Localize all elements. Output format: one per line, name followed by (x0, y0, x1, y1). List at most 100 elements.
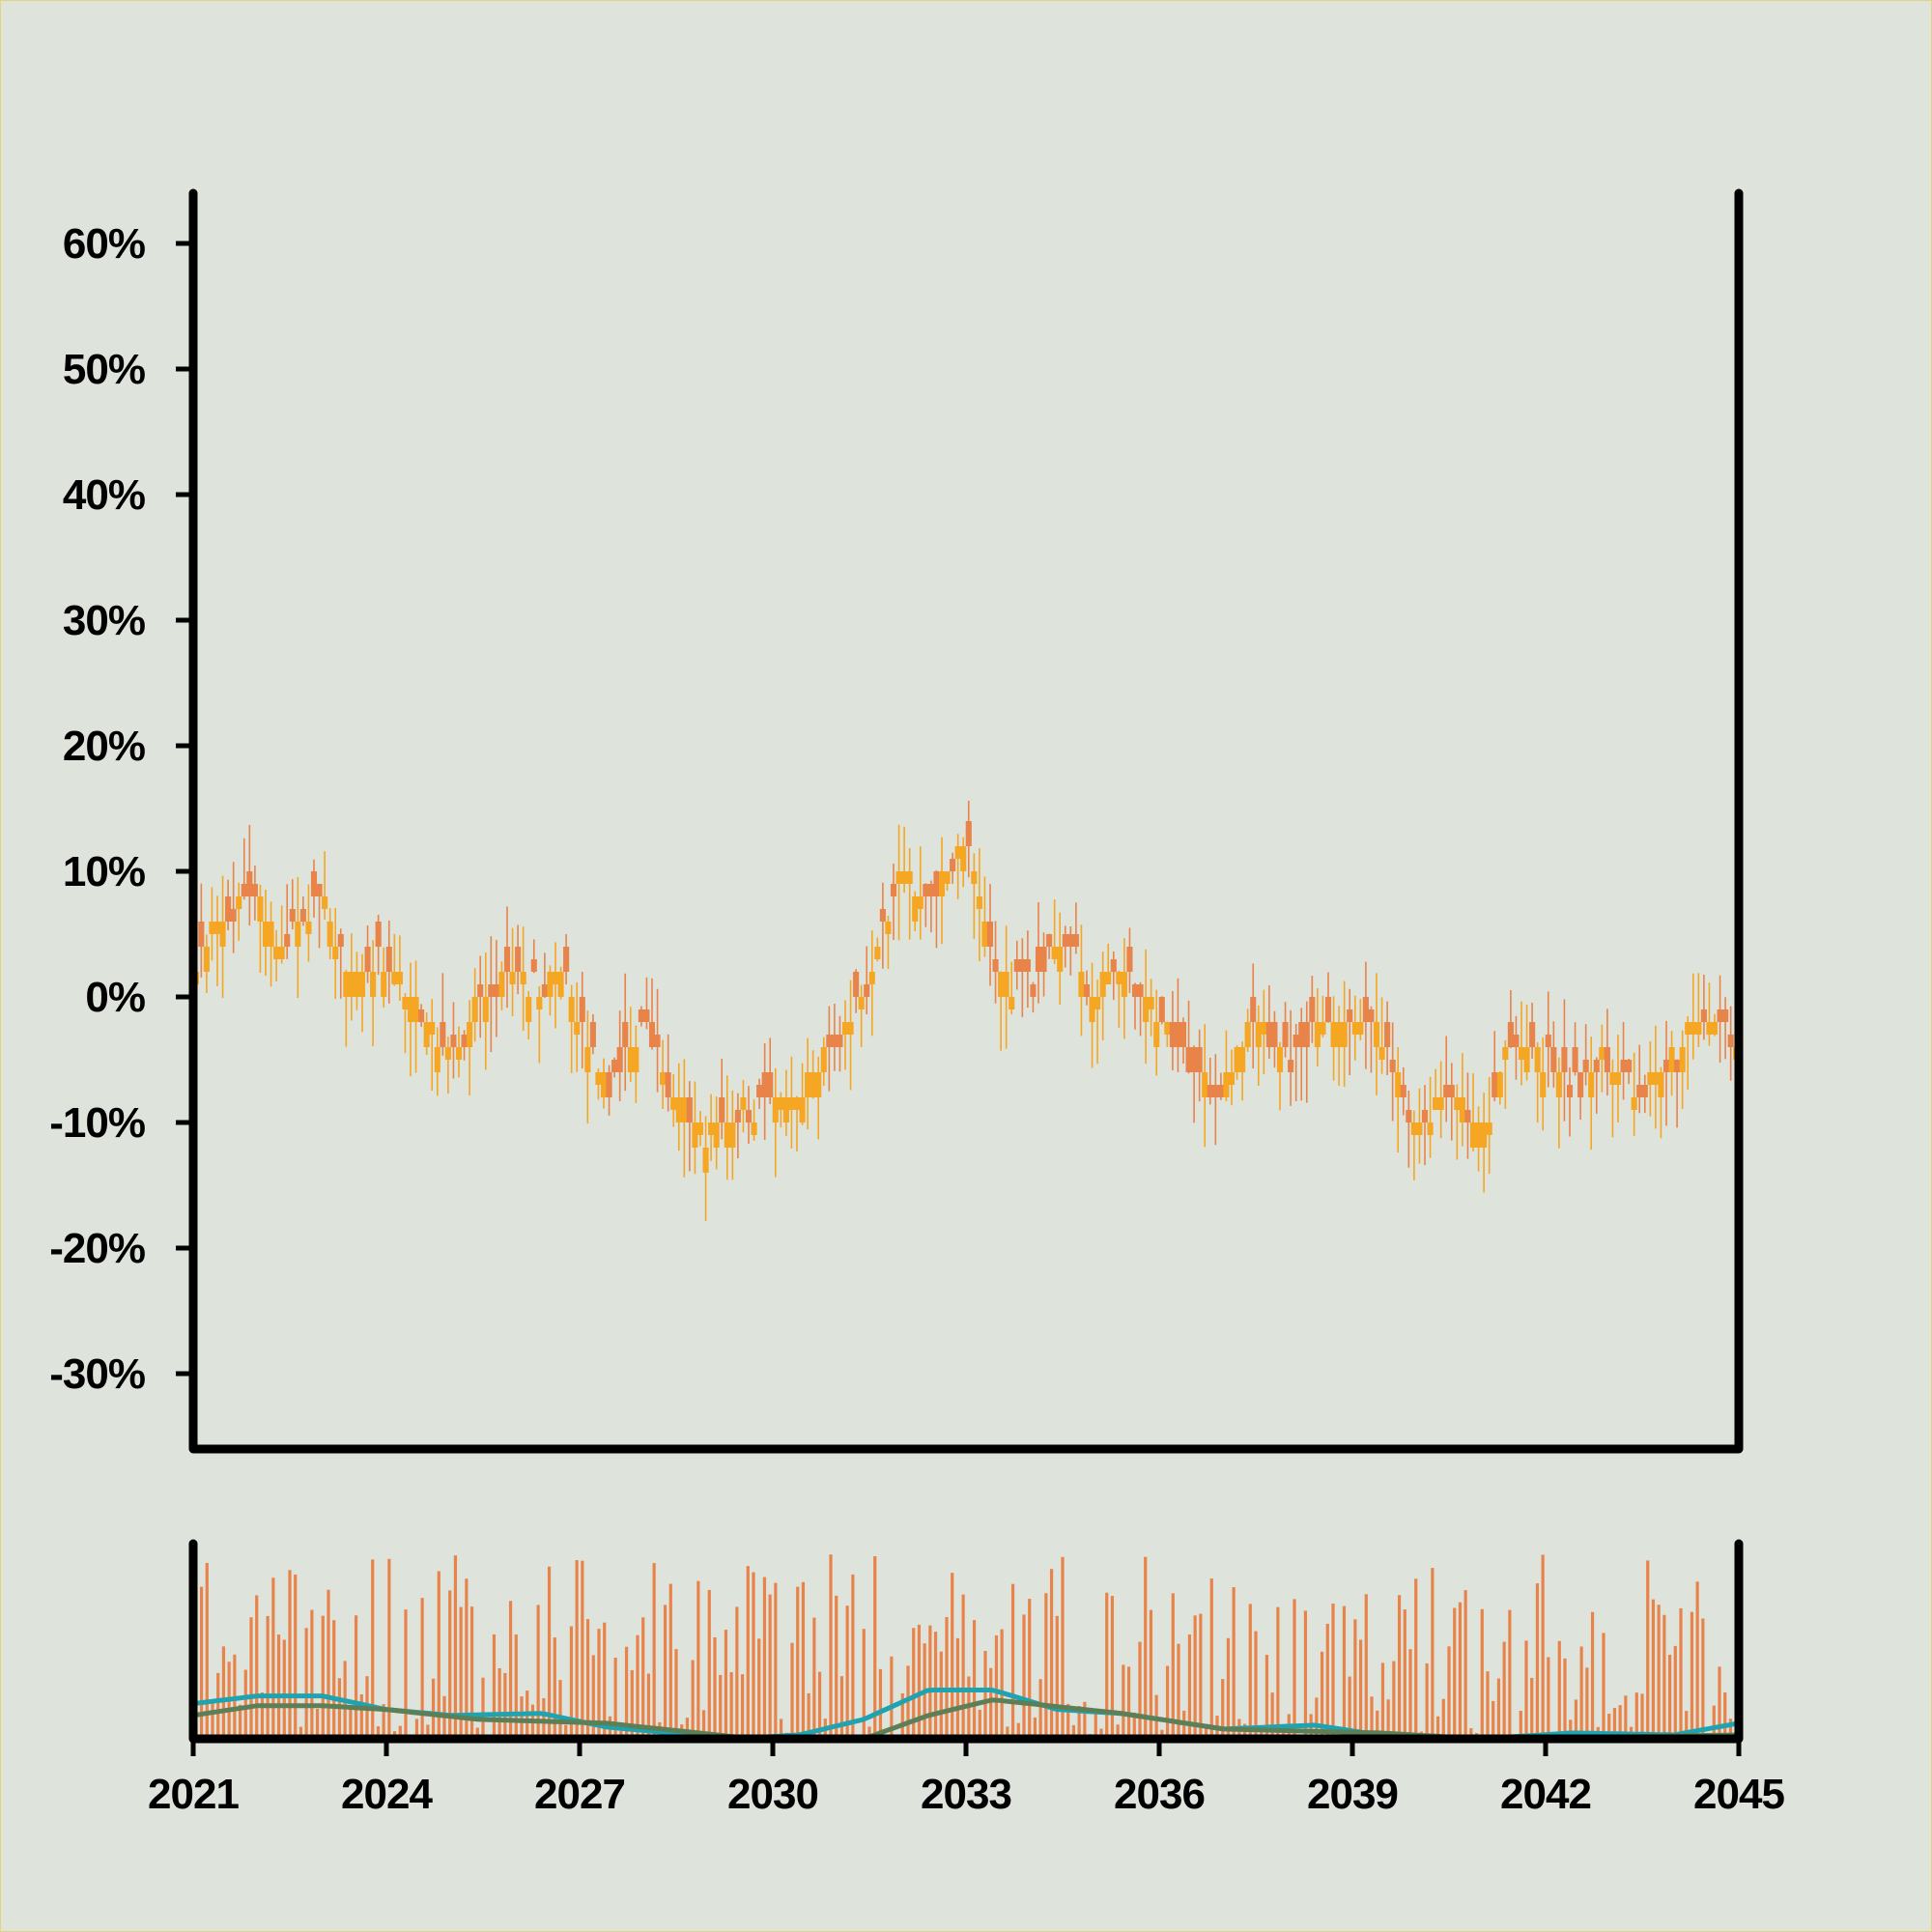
candle-body (1529, 1022, 1536, 1047)
volume-bar (1232, 1587, 1236, 1739)
volume-bar (508, 1601, 513, 1739)
candle-body (1314, 1022, 1321, 1047)
candlestick-series (192, 800, 1740, 1221)
volume-bar (465, 1578, 469, 1739)
volume-bar (1579, 1646, 1583, 1739)
candle-body (1368, 1009, 1375, 1022)
volume-bar (873, 1555, 877, 1739)
candle-body (1647, 1072, 1654, 1085)
candle-body (1496, 1072, 1503, 1097)
candle-body (927, 884, 934, 896)
candle-body (568, 997, 575, 1022)
volume-bar (481, 1677, 485, 1739)
volume-bar (359, 1693, 363, 1739)
volume-bar (978, 1709, 981, 1739)
volume-bar (1187, 1634, 1192, 1739)
candle-body (322, 896, 328, 909)
volume-bar (1569, 1719, 1573, 1739)
candle-body (895, 871, 902, 884)
candle-body (960, 846, 967, 871)
volume-bar (453, 1555, 458, 1739)
candle-body (467, 1022, 473, 1047)
candle-body (660, 1072, 667, 1085)
candle-body (734, 1110, 741, 1122)
volume-bar (1408, 1649, 1412, 1739)
candle-body (1540, 1072, 1547, 1097)
volume-bar (294, 1574, 298, 1739)
volume-bar (1044, 1593, 1048, 1739)
candle-body (890, 884, 897, 896)
candle-body (696, 1122, 704, 1135)
candle-body (1040, 947, 1047, 972)
volume-bar (520, 1696, 524, 1739)
price-axes-frame (188, 188, 1744, 1454)
volume-bar (1618, 1705, 1622, 1739)
candle-body (1217, 1085, 1224, 1097)
candle-body (1121, 972, 1127, 997)
candle-body (1604, 1047, 1610, 1072)
candle-body (1261, 1022, 1267, 1035)
candle-body (305, 922, 312, 934)
volume-bar (205, 1562, 209, 1739)
candle-body (1137, 984, 1144, 997)
candle-body (708, 1122, 715, 1135)
volume-bar (701, 1710, 706, 1739)
volume-bar (282, 1639, 286, 1739)
volume-bar (1016, 1722, 1020, 1739)
volume-bar (1447, 1646, 1451, 1739)
candle-body (1126, 947, 1133, 972)
volume-bar (641, 1617, 645, 1739)
candle-body (1175, 1022, 1181, 1047)
candle-body (1395, 1072, 1402, 1097)
candle-body (1185, 1047, 1192, 1072)
candle-body (1341, 1022, 1348, 1047)
candle-body (310, 871, 318, 896)
candle-body (810, 1072, 816, 1097)
volume-bar (839, 1676, 844, 1739)
volume-bar (1055, 1615, 1059, 1739)
volume-bar (1353, 1619, 1357, 1739)
candle-body (1035, 947, 1042, 972)
volume-bar (542, 1697, 546, 1739)
volume-bar (414, 1719, 419, 1739)
candle-body (853, 972, 860, 997)
candle-body (1614, 1072, 1622, 1085)
volume-bar (1248, 1604, 1252, 1739)
candle-body (1389, 1060, 1396, 1072)
candle-body (938, 871, 946, 896)
candle-body (471, 997, 478, 1022)
candle-body (1009, 997, 1015, 1009)
volume-bar (1453, 1607, 1457, 1739)
volume-bar (994, 1634, 999, 1739)
volume-bar (1701, 1618, 1705, 1739)
candle-body (1475, 1122, 1482, 1148)
volume-bar (817, 1671, 822, 1739)
candle-body (729, 1122, 736, 1148)
volume-bar (469, 1606, 474, 1739)
volume-bar (536, 1605, 540, 1739)
candle-body (358, 972, 366, 997)
candle-body (600, 1072, 608, 1097)
candle-body (1464, 1110, 1471, 1122)
candle-body (1572, 1047, 1578, 1072)
volume-bar (597, 1629, 601, 1739)
volume-bar (398, 1725, 402, 1739)
candle-body (981, 922, 988, 947)
candle-body (450, 1035, 457, 1047)
candle-body (1019, 959, 1026, 972)
volume-bar (1049, 1569, 1054, 1739)
volume-bar (1492, 1700, 1495, 1739)
candle-body (209, 922, 215, 934)
candle-body (327, 922, 333, 947)
candle-body (1523, 1047, 1530, 1072)
volume-bar (1315, 1697, 1319, 1739)
volume-bar (912, 1628, 916, 1739)
candle-body (805, 1072, 811, 1097)
candle-body (343, 972, 350, 997)
volume-bar (674, 1649, 678, 1739)
candle-body (1674, 1060, 1681, 1072)
volume-bar (1094, 1713, 1097, 1739)
volume-bar (581, 1560, 584, 1739)
candle-body (1164, 1022, 1171, 1035)
candle-body (257, 896, 264, 922)
